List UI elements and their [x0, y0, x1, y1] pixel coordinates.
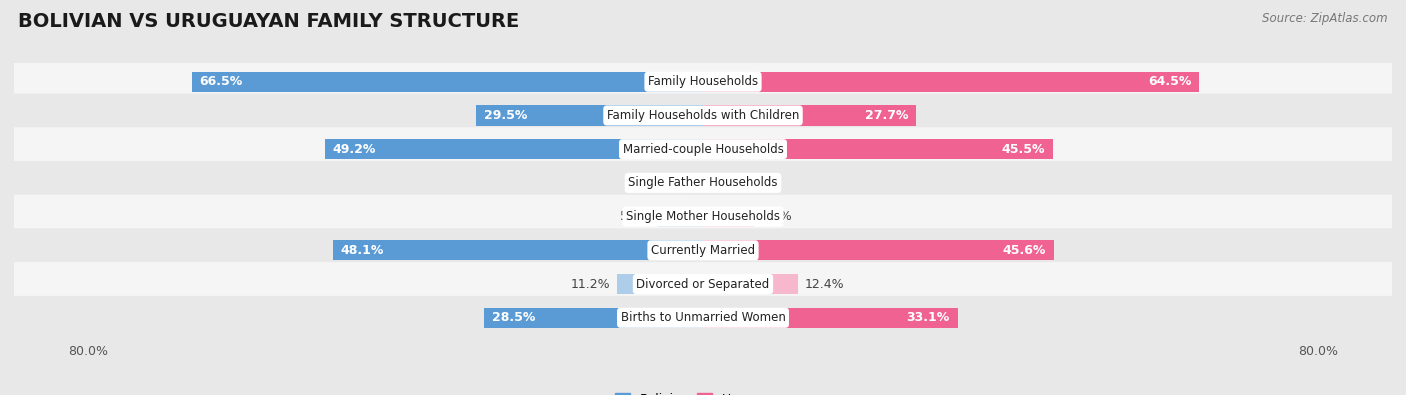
- Text: 28.5%: 28.5%: [492, 311, 534, 324]
- Text: 45.6%: 45.6%: [1002, 244, 1046, 257]
- Bar: [703, 207, 754, 227]
- Text: Source: ZipAtlas.com: Source: ZipAtlas.com: [1263, 12, 1388, 25]
- Text: 2.3%: 2.3%: [647, 177, 679, 190]
- Text: Divorced or Separated: Divorced or Separated: [637, 278, 769, 291]
- Bar: [191, 71, 703, 92]
- Text: Married-couple Households: Married-couple Households: [623, 143, 783, 156]
- Text: 2.4%: 2.4%: [728, 177, 759, 190]
- FancyBboxPatch shape: [0, 262, 1406, 306]
- Text: 64.5%: 64.5%: [1147, 75, 1191, 88]
- Text: 49.2%: 49.2%: [332, 143, 375, 156]
- Bar: [477, 105, 703, 126]
- FancyBboxPatch shape: [0, 94, 1406, 137]
- Text: 45.5%: 45.5%: [1001, 143, 1045, 156]
- Bar: [703, 240, 1053, 260]
- FancyBboxPatch shape: [0, 296, 1406, 340]
- FancyBboxPatch shape: [0, 60, 1406, 103]
- FancyBboxPatch shape: [0, 195, 1406, 239]
- Bar: [703, 139, 1053, 159]
- Bar: [703, 173, 721, 193]
- Text: 11.2%: 11.2%: [571, 278, 610, 291]
- Text: 6.6%: 6.6%: [759, 210, 792, 223]
- Text: Single Father Households: Single Father Households: [628, 177, 778, 190]
- Text: Births to Unmarried Women: Births to Unmarried Women: [620, 311, 786, 324]
- Text: Single Mother Households: Single Mother Households: [626, 210, 780, 223]
- Text: 12.4%: 12.4%: [804, 278, 844, 291]
- Bar: [703, 71, 1199, 92]
- Bar: [484, 308, 703, 328]
- Text: 27.7%: 27.7%: [865, 109, 908, 122]
- FancyBboxPatch shape: [0, 161, 1406, 205]
- FancyBboxPatch shape: [0, 228, 1406, 272]
- Bar: [325, 139, 703, 159]
- Text: 5.8%: 5.8%: [620, 210, 652, 223]
- Text: Family Households with Children: Family Households with Children: [607, 109, 799, 122]
- Text: 66.5%: 66.5%: [200, 75, 243, 88]
- Bar: [658, 207, 703, 227]
- Text: 33.1%: 33.1%: [907, 311, 950, 324]
- FancyBboxPatch shape: [0, 127, 1406, 171]
- Text: BOLIVIAN VS URUGUAYAN FAMILY STRUCTURE: BOLIVIAN VS URUGUAYAN FAMILY STRUCTURE: [18, 12, 520, 31]
- Bar: [685, 173, 703, 193]
- Bar: [703, 308, 957, 328]
- Legend: Bolivian, Uruguayan: Bolivian, Uruguayan: [610, 388, 796, 395]
- Text: Currently Married: Currently Married: [651, 244, 755, 257]
- Text: 29.5%: 29.5%: [484, 109, 527, 122]
- Text: 48.1%: 48.1%: [340, 244, 384, 257]
- Bar: [703, 105, 915, 126]
- Bar: [333, 240, 703, 260]
- Bar: [617, 274, 703, 294]
- Text: Family Households: Family Households: [648, 75, 758, 88]
- Bar: [703, 274, 799, 294]
